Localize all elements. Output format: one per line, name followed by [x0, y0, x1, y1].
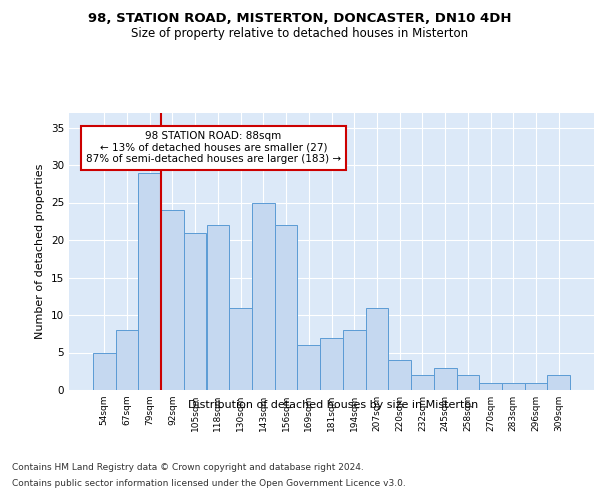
- Bar: [252, 202, 275, 390]
- Bar: [139, 172, 161, 390]
- Bar: [161, 210, 184, 390]
- Bar: [411, 375, 434, 390]
- Bar: [524, 382, 547, 390]
- Text: Distribution of detached houses by size in Misterton: Distribution of detached houses by size …: [188, 400, 478, 410]
- Bar: [229, 308, 252, 390]
- Bar: [343, 330, 365, 390]
- Text: 98, STATION ROAD, MISTERTON, DONCASTER, DN10 4DH: 98, STATION ROAD, MISTERTON, DONCASTER, …: [88, 12, 512, 26]
- Bar: [206, 225, 229, 390]
- Text: Size of property relative to detached houses in Misterton: Size of property relative to detached ho…: [131, 28, 469, 40]
- Text: Contains HM Land Registry data © Crown copyright and database right 2024.: Contains HM Land Registry data © Crown c…: [12, 464, 364, 472]
- Bar: [298, 345, 320, 390]
- Bar: [320, 338, 343, 390]
- Text: Contains public sector information licensed under the Open Government Licence v3: Contains public sector information licen…: [12, 478, 406, 488]
- Bar: [457, 375, 479, 390]
- Bar: [365, 308, 388, 390]
- Bar: [184, 232, 206, 390]
- Bar: [547, 375, 570, 390]
- Text: 98 STATION ROAD: 88sqm
← 13% of detached houses are smaller (27)
87% of semi-det: 98 STATION ROAD: 88sqm ← 13% of detached…: [86, 131, 341, 164]
- Bar: [479, 382, 502, 390]
- Bar: [275, 225, 298, 390]
- Bar: [388, 360, 411, 390]
- Y-axis label: Number of detached properties: Number of detached properties: [35, 164, 46, 339]
- Bar: [93, 352, 116, 390]
- Bar: [116, 330, 139, 390]
- Bar: [502, 382, 524, 390]
- Bar: [434, 368, 457, 390]
